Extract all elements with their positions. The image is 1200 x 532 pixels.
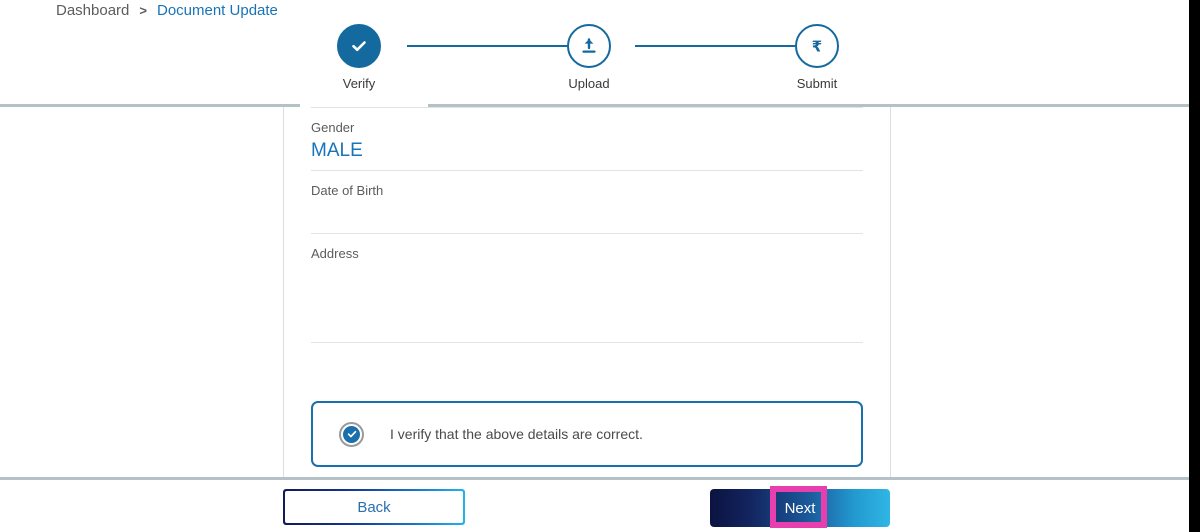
field-label-gender: Gender xyxy=(311,120,355,135)
stepper-label-upload: Upload xyxy=(568,76,610,91)
header-divider-right xyxy=(428,104,1189,107)
stepper-circle-verify xyxy=(337,24,381,68)
viewport-edge xyxy=(1189,0,1200,532)
stepper-step-verify[interactable]: Verify xyxy=(311,24,407,92)
stepper-label-verify: Verify xyxy=(342,76,376,91)
field-label-address: Address xyxy=(311,246,359,261)
content-divider-left xyxy=(283,107,284,477)
header-divider-left xyxy=(0,104,300,107)
field-label-date-of-birth: Date of Birth xyxy=(311,183,384,198)
back-button[interactable]: Back xyxy=(283,489,465,525)
stepper-connector-2 xyxy=(635,45,817,47)
next-button[interactable]: Next xyxy=(710,489,890,527)
breadcrumb-separator-icon: > xyxy=(139,3,147,18)
footer-divider xyxy=(0,477,1189,480)
content-divider-right xyxy=(890,107,891,477)
field-date-of-birth[interactable]: Date of Birth xyxy=(311,170,863,233)
progress-stepper: Verify Upload ₹ Submit xyxy=(335,24,840,92)
rupee-icon: ₹ xyxy=(812,38,822,56)
breadcrumb: Dashboard > Document Update xyxy=(56,1,278,21)
next-button-label: Next xyxy=(784,499,816,517)
stepper-label-submit: Submit xyxy=(796,76,838,91)
svg-text:₹: ₹ xyxy=(812,38,822,56)
verify-details-label: I verify that the above details are corr… xyxy=(390,426,643,442)
breadcrumb-item-document-update[interactable]: Document Update xyxy=(156,2,278,19)
stepper-circle-upload xyxy=(567,24,611,68)
verify-details-checkbox-container[interactable]: I verify that the above details are corr… xyxy=(311,401,863,467)
upload-icon xyxy=(582,38,596,53)
back-button-label: Back xyxy=(285,491,463,523)
stepper-connector-1 xyxy=(407,45,589,47)
checkbox-checked-icon[interactable] xyxy=(339,421,364,447)
breadcrumb-item-dashboard[interactable]: Dashboard xyxy=(56,2,130,19)
field-address[interactable]: Address xyxy=(311,233,863,343)
check-icon xyxy=(347,430,356,438)
checkbox-fill xyxy=(343,425,360,443)
field-gender[interactable]: Gender MALE xyxy=(311,107,863,170)
stepper-step-upload[interactable]: Upload xyxy=(541,24,637,92)
stepper-step-submit[interactable]: ₹ Submit xyxy=(769,24,865,92)
check-icon xyxy=(352,41,366,52)
stepper-circle-submit: ₹ xyxy=(795,24,839,68)
details-form: Gender MALE Date of Birth Address xyxy=(311,107,863,343)
field-value-gender: MALE xyxy=(311,140,363,161)
